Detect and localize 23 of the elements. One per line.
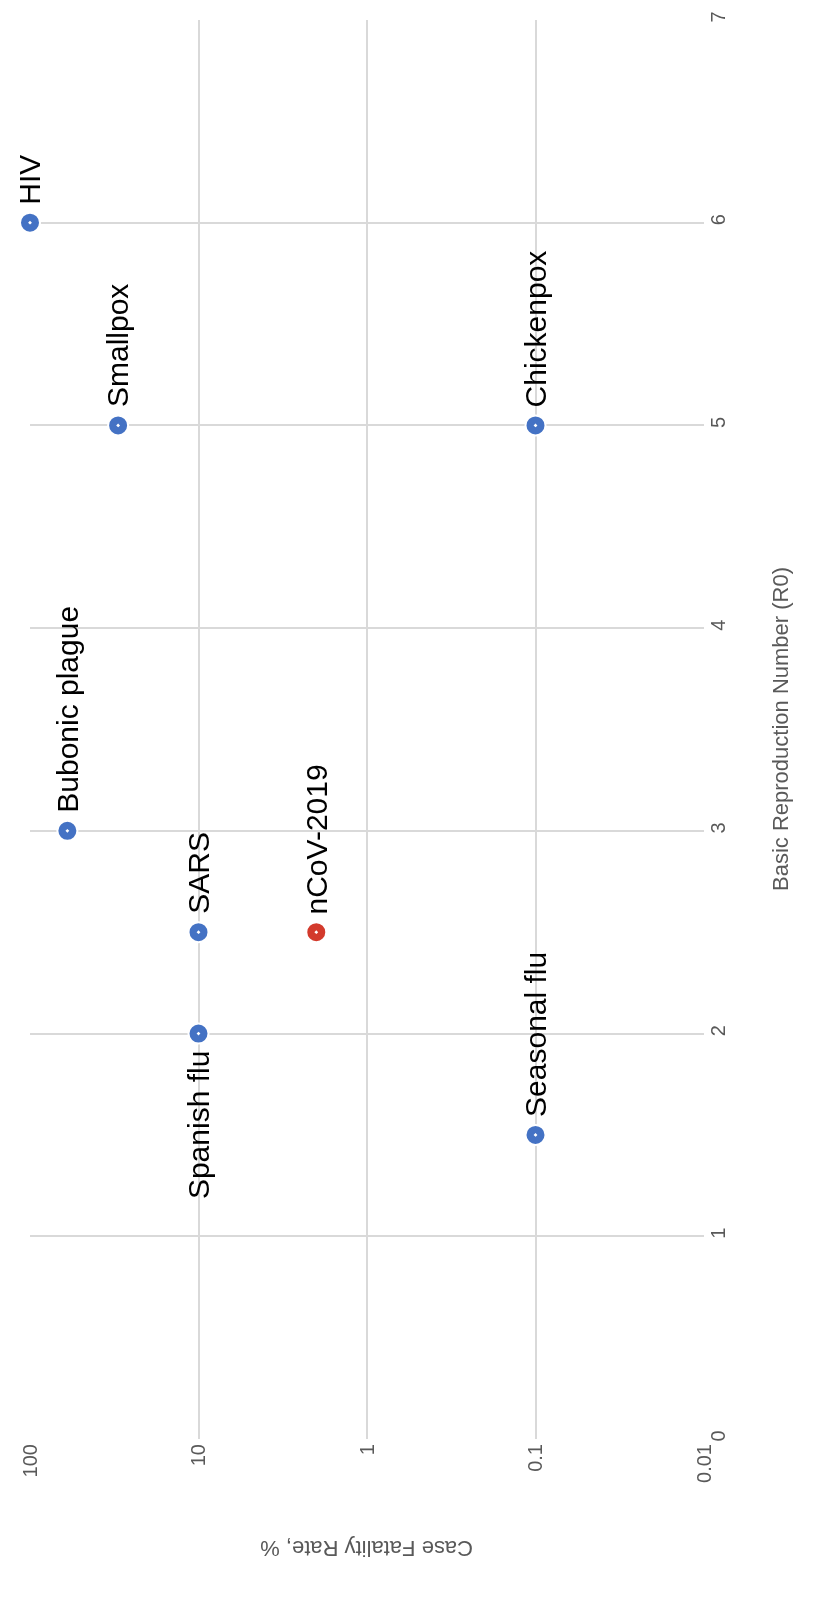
x-tick-label: 0.01 bbox=[692, 1444, 715, 1483]
y-tick-label: 5 bbox=[707, 416, 729, 428]
y-tick-label: 2 bbox=[707, 1025, 729, 1037]
x-tick-label: 100 bbox=[18, 1444, 41, 1478]
annotation: Seasonal flu bbox=[519, 951, 553, 1117]
y-tick-label: 3 bbox=[707, 822, 729, 834]
y-tick-label: 4 bbox=[707, 619, 729, 631]
x-tick-label: 1 bbox=[355, 1444, 378, 1456]
x-tick-label: 0.1 bbox=[524, 1444, 546, 1472]
y-axis-title: Basic Reproduction Number (R0) bbox=[768, 566, 793, 891]
annotation: Smallpox bbox=[101, 283, 135, 408]
annotation: HIV bbox=[13, 154, 47, 205]
y-tick-label: 1 bbox=[707, 1227, 729, 1239]
y-tick-label: 7 bbox=[707, 11, 729, 23]
annotation: Chickenpox bbox=[518, 250, 552, 408]
annotation: Spanish flu bbox=[181, 1050, 215, 1200]
annotation: nCoV-2019 bbox=[300, 764, 334, 915]
y-tick-label: 0 bbox=[707, 1430, 729, 1442]
annotation: SARS bbox=[182, 832, 216, 914]
x-axis-title: Case Fatality Rate, % bbox=[260, 1536, 473, 1561]
annotation: Bubonic plague bbox=[51, 605, 85, 813]
x-tick-label: 10 bbox=[187, 1444, 209, 1467]
y-tick-label: 6 bbox=[707, 214, 729, 226]
